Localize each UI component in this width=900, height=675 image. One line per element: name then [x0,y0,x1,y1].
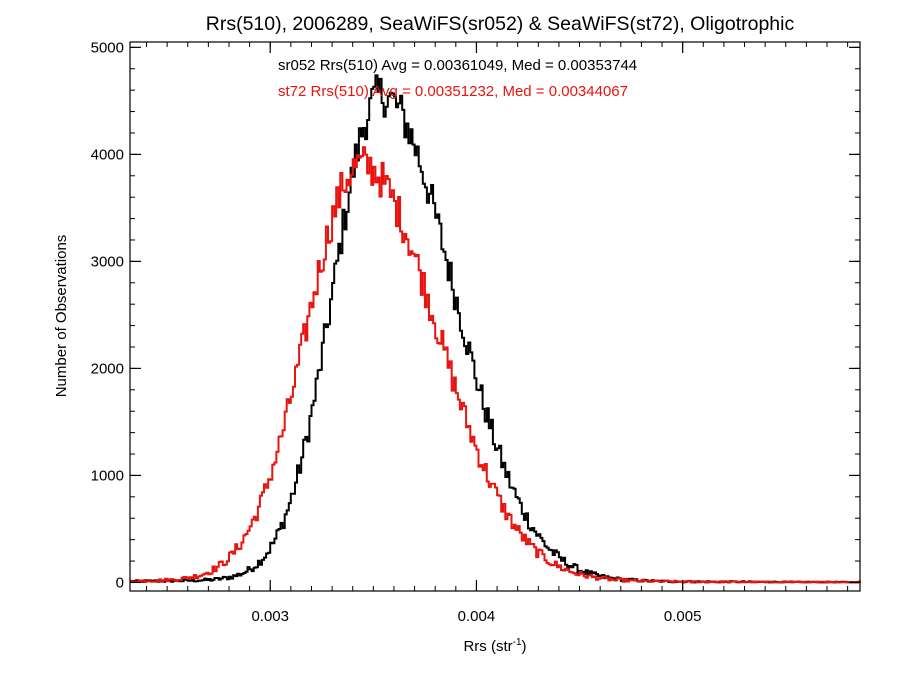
x-axis-label-base: Rrs (str [463,638,512,655]
x-tick-label: 0.005 [664,608,702,625]
y-tick-label: 4000 [91,146,124,163]
plot-frame [129,41,861,592]
series-sr052-histogram [130,74,861,584]
series-layer [130,74,861,584]
y-tick-label: 2000 [91,360,124,377]
x-axis-label-sup: -1 [513,637,522,648]
y-tick-label: 0 [116,574,124,591]
series-st72-histogram [130,146,861,584]
y-tick-label: 5000 [91,39,124,56]
legend-sr052: sr052 Rrs(510) Avg = 0.00361049, Med = 0… [278,57,637,74]
chart-title: Rrs(510), 2006289, SeaWiFS(sr052) & SeaW… [206,13,795,35]
x-tick-label: 0.003 [251,608,289,625]
y-axis-label: Number of Observations [53,235,70,398]
axes-layer: 0.003 0.004 0.005 0 1000 2000 3000 4000 5000 [91,39,861,625]
legend-st72: st72 Rrs(510) Avg = 0.00351232, Med = 0.… [278,83,628,100]
x-tick-label: 0.004 [458,608,496,625]
y-tick-label: 1000 [91,467,124,484]
x-axis-label-close: ) [522,638,527,655]
y-tick-label: 3000 [91,253,124,270]
x-axis-label: Rrs (str-1) [463,637,526,655]
